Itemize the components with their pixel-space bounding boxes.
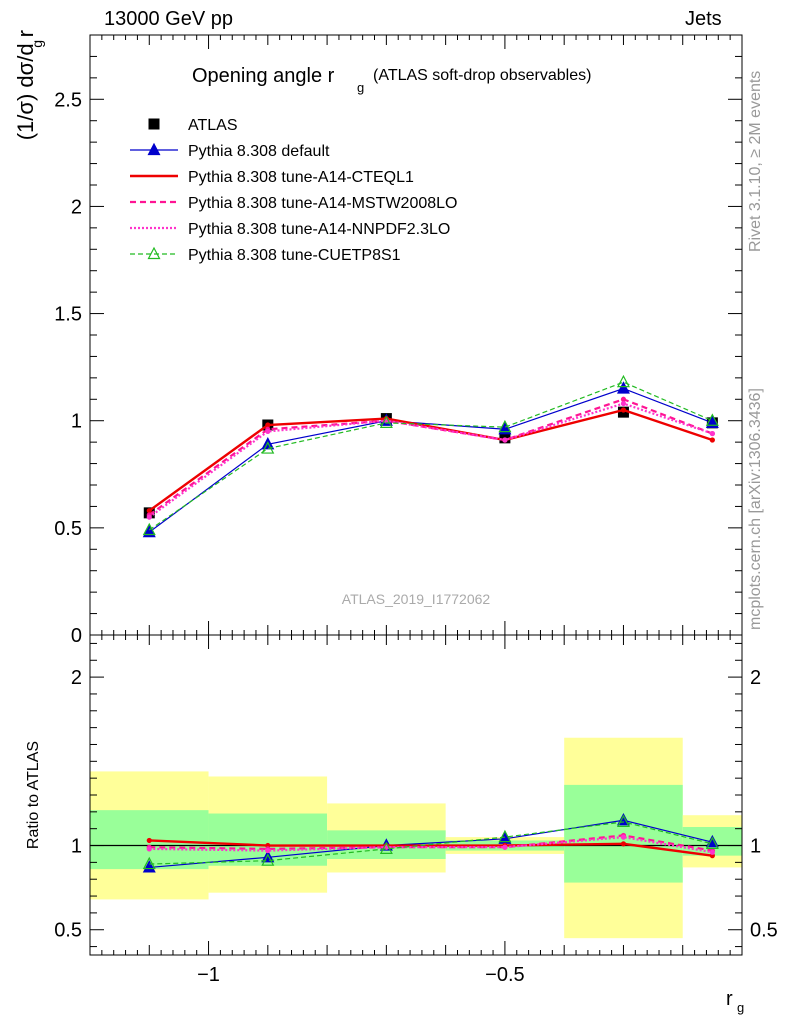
ratio-y-tick-label: 0.5 [54, 920, 82, 942]
ratio-series-5-point [705, 836, 719, 849]
series-4-point [502, 437, 508, 443]
ratio-series-5-point [616, 814, 630, 828]
ratio-y-axis-label: Ratio to ATLAS [25, 741, 42, 849]
series-5-point [705, 413, 719, 426]
y-axis-label-sub: g [29, 40, 45, 48]
y-tick-label: 0 [71, 625, 82, 647]
ratio-series-5-point [261, 853, 275, 866]
series-1-point [616, 381, 630, 394]
legend-marker-1 [147, 142, 161, 156]
series-5-point [616, 374, 630, 388]
legend-marker-5 [147, 246, 161, 260]
series-5-point [142, 522, 156, 536]
ratio-series-4-point [146, 846, 152, 852]
series-3-point [620, 396, 627, 402]
ratio-series-2-point [620, 841, 627, 847]
ratio-y-tick-label-right: 0.5 [750, 920, 778, 942]
watermark: ATLAS_2019_I1772062 [342, 591, 491, 607]
series-4-point [265, 428, 271, 435]
y-tick-label: 0.5 [54, 518, 82, 540]
x-tick-label: −0.5 [485, 964, 524, 986]
header-left: 13000 GeV pp [104, 8, 233, 30]
y-tick-label: 1.5 [54, 304, 82, 326]
legend-label-0: ATLAS [188, 117, 238, 134]
legend-label-4: Pythia 8.308 tune-A14-NNPDF2.3LO [188, 221, 450, 238]
ratio-series-1-point [142, 860, 156, 873]
series-4-point [620, 400, 627, 407]
series-4-point [709, 430, 715, 437]
series-2-point [265, 422, 271, 428]
y-tick-label: 2.5 [54, 89, 82, 111]
chart-title-suffix: (ATLAS soft-drop observables) [373, 67, 591, 84]
series-2-point [620, 407, 627, 413]
ratio-series-1-line [149, 819, 713, 869]
ratio-series-4-point [709, 849, 715, 855]
series-5-point [498, 419, 512, 433]
ratio-series-5-point [379, 841, 393, 854]
ratio-y-tick-label: 1 [71, 836, 82, 858]
series-5-line [148, 381, 713, 531]
ratio-series-5-point [142, 856, 156, 870]
series-5-point [261, 441, 275, 454]
legend-label-2: Pythia 8.308 tune-A14-CTEQL1 [188, 169, 414, 186]
y-axis-label: (1/σ) dσ/d r [13, 30, 38, 140]
ratio-series-4-line [149, 835, 713, 854]
ratio-series-2-line [149, 839, 713, 857]
legend-label-5: Pythia 8.308 tune-CUETP8S1 [188, 247, 401, 264]
ratio-y-tick-label: 2 [71, 667, 82, 689]
ratio-y-tick-label-right: 2 [750, 667, 761, 689]
legend-marker-0 [148, 118, 160, 130]
x-axis-label-sub: g [737, 1000, 744, 1015]
chart-title: Opening angle r [192, 65, 335, 87]
ratio-y-tick-label-right: 1 [750, 836, 761, 858]
ratio-series-4-point [265, 847, 271, 854]
y-tick-label: 1 [71, 411, 82, 433]
chart-title-sub: g [357, 80, 364, 95]
x-tick-label: −1 [197, 964, 220, 986]
ratio-series-5-point [498, 829, 512, 843]
series-2-point [146, 508, 152, 514]
y-tick-label: 2 [71, 196, 82, 218]
series-2-point [709, 437, 715, 443]
ratio-series-2-point [146, 837, 152, 844]
series-4-point [146, 514, 152, 520]
series-4-line [148, 402, 713, 519]
header-right: Jets [685, 8, 722, 30]
ratio-series-4-point [502, 844, 508, 850]
series-5-point [379, 415, 393, 428]
legend-label-1: Pythia 8.308 default [188, 143, 330, 160]
series-2-line [148, 408, 713, 512]
x-axis-label: r [726, 988, 733, 1010]
legend-label-3: Pythia 8.308 tune-A14-MSTW2008LO [188, 195, 457, 212]
ratio-series-4-point [620, 834, 627, 840]
ratio-series-5-line [149, 821, 713, 865]
